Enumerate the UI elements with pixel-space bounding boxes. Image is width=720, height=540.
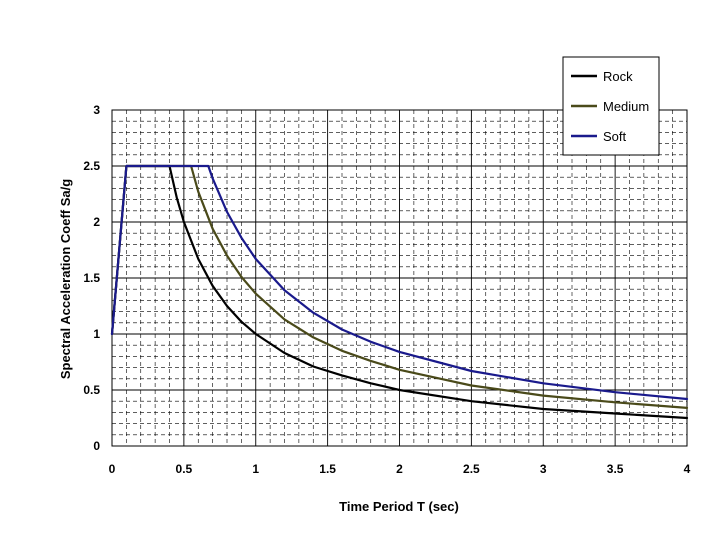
y-tick-label: 2 [93, 215, 100, 229]
x-axis-title: Time Period T (sec) [339, 499, 459, 514]
plot-border [111, 109, 688, 447]
x-axis-ticks: 0 0.5 1 1.5 2 2.5 3 3.5 4 [109, 462, 691, 476]
x-tick-label: 3.5 [607, 462, 624, 476]
y-axis-ticks: 0 0.5 1 1.5 2 2.5 3 [83, 103, 100, 453]
x-tick-label: 1.5 [319, 462, 336, 476]
series-layer [110, 164, 689, 420]
y-tick-label: 0 [93, 439, 100, 453]
legend-label-rock: Rock [603, 69, 633, 84]
x-tick-label: 0 [109, 462, 116, 476]
x-tick-label: 4 [684, 462, 691, 476]
y-tick-label: 0.5 [83, 383, 100, 397]
y-tick-label: 3 [93, 103, 100, 117]
legend-label-soft: Soft [603, 129, 627, 144]
x-tick-label: 2.5 [463, 462, 480, 476]
y-tick-label: 2.5 [83, 159, 100, 173]
legend: Rock Medium Soft [562, 56, 660, 156]
series-line-soft [110, 164, 689, 401]
y-tick-label: 1 [93, 327, 100, 341]
x-tick-label: 0.5 [176, 462, 193, 476]
x-tick-label: 1 [252, 462, 259, 476]
series-line-medium [110, 164, 689, 409]
x-tick-label: 2 [396, 462, 403, 476]
series-line-rock [110, 164, 689, 420]
y-axis-title: Spectral Acceleration Coeff Sa/g [58, 179, 73, 379]
legend-label-medium: Medium [603, 99, 649, 114]
x-tick-label: 3 [540, 462, 547, 476]
y-tick-label: 1.5 [83, 271, 100, 285]
